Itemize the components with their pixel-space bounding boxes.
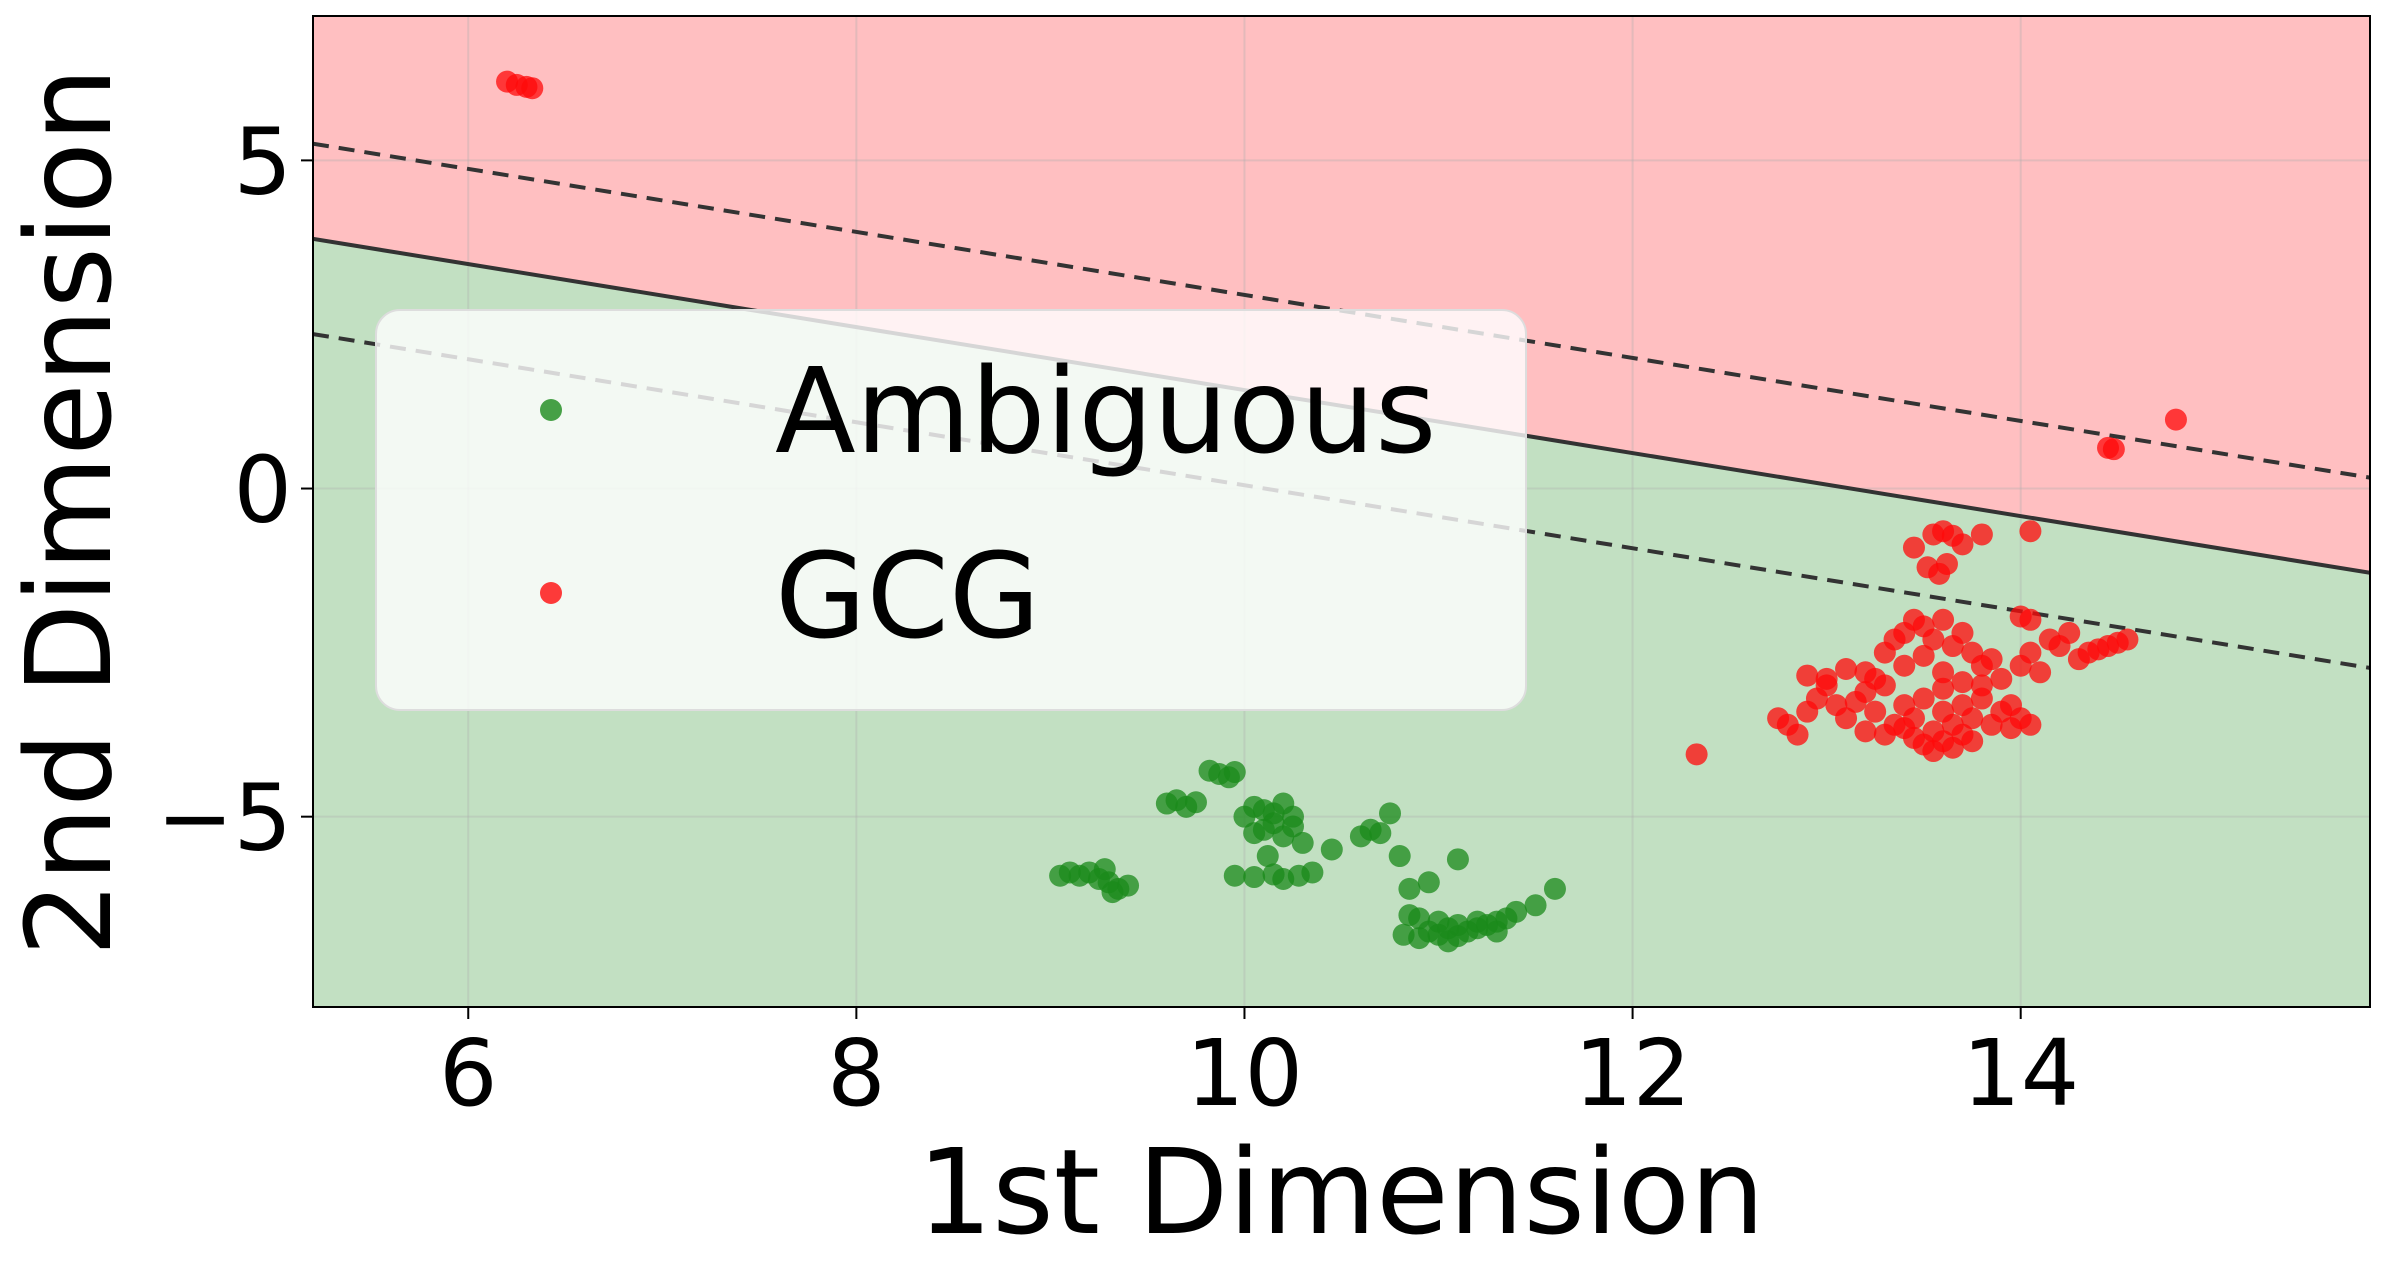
point-gcg-32 xyxy=(1912,687,1935,710)
point-gcg-37 xyxy=(1961,707,1984,730)
legend-box xyxy=(375,309,1527,711)
x-tick-label-3: 12 xyxy=(1574,1020,1691,1127)
y-axis-label: 2nd Dimension xyxy=(0,67,138,957)
point-ambiguous-30 xyxy=(1223,864,1246,887)
point-gcg-55 xyxy=(1932,608,1955,631)
point-ambiguous-17 xyxy=(1223,761,1246,784)
point-ambiguous-7 xyxy=(1093,858,1116,881)
point-ambiguous-35 xyxy=(1301,861,1324,884)
point-gcg-4 xyxy=(1685,743,1708,766)
point-gcg-86 xyxy=(1912,644,1935,667)
point-ambiguous-13 xyxy=(1184,791,1207,814)
point-ambiguous-57 xyxy=(1505,900,1528,923)
point-gcg-89 xyxy=(1970,674,1993,697)
point-gcg-11 xyxy=(1902,536,1925,559)
point-gcg-88 xyxy=(1951,671,1974,694)
point-ambiguous-43 xyxy=(1398,877,1421,900)
x-tick-label-1: 8 xyxy=(827,1020,886,1127)
y-tick-label-1: 0 xyxy=(233,437,292,544)
point-ambiguous-58 xyxy=(1524,894,1547,917)
point-gcg-24 xyxy=(1835,707,1858,730)
point-ambiguous-37 xyxy=(1320,838,1343,861)
point-gcg-64 xyxy=(1932,661,1955,684)
y-tick-label-0: 5 xyxy=(233,108,292,215)
legend: Ambiguous GCG xyxy=(375,309,1527,711)
point-ambiguous-62 xyxy=(1446,913,1469,936)
point-ambiguous-59 xyxy=(1543,877,1566,900)
point-gcg-3 xyxy=(521,77,544,100)
point-gcg-67 xyxy=(2019,641,2042,664)
point-ambiguous-64 xyxy=(1398,904,1421,927)
point-gcg-92 xyxy=(1854,720,1877,743)
point-gcg-6 xyxy=(2102,438,2125,461)
x-tick-label-4: 14 xyxy=(1962,1020,2079,1127)
series-ambiguous xyxy=(1049,759,1566,953)
point-gcg-63 xyxy=(1893,654,1916,677)
x-tick-label-0: 6 xyxy=(439,1020,498,1127)
y-tick-label-2: −5 xyxy=(156,765,292,872)
point-gcg-7 xyxy=(2164,408,2187,431)
x-tick-label-2: 10 xyxy=(1186,1020,1303,1127)
point-gcg-91 xyxy=(1873,723,1896,746)
point-ambiguous-41 xyxy=(1379,802,1402,825)
point-gcg-65 xyxy=(1990,667,2013,690)
point-gcg-87 xyxy=(1932,677,1955,700)
point-ambiguous-36 xyxy=(1256,845,1279,868)
gcg-region xyxy=(313,16,2370,573)
point-gcg-78 xyxy=(1815,667,1838,690)
series-gcg xyxy=(496,70,2187,766)
point-ambiguous-9 xyxy=(1101,881,1124,904)
point-gcg-57 xyxy=(1951,621,1974,644)
point-gcg-12 xyxy=(1951,533,1974,556)
point-ambiguous-31 xyxy=(1243,866,1266,889)
legend-marker-gcg xyxy=(540,582,562,604)
point-ambiguous-28 xyxy=(1262,802,1285,825)
point-gcg-13 xyxy=(1970,523,1993,546)
point-gcg-54 xyxy=(1922,628,1945,651)
point-gcg-79 xyxy=(1796,664,1819,687)
point-gcg-68 xyxy=(2029,661,2052,684)
point-gcg-71 xyxy=(2058,621,2081,644)
legend-label-ambiguous: Ambiguous xyxy=(775,342,1437,480)
data-points xyxy=(496,70,2187,953)
point-ambiguous-63 xyxy=(1466,910,1489,933)
point-gcg-80 xyxy=(1835,658,1858,681)
point-ambiguous-42 xyxy=(1388,845,1411,868)
point-gcg-60 xyxy=(1980,648,2003,671)
point-ambiguous-61 xyxy=(1427,910,1450,933)
point-gcg-77 xyxy=(2116,628,2139,651)
point-gcg-90 xyxy=(1893,717,1916,740)
point-ambiguous-66 xyxy=(1437,930,1460,953)
plot-frame xyxy=(312,15,2371,1008)
point-gcg-14 xyxy=(2019,520,2042,543)
point-ambiguous-44 xyxy=(1417,871,1440,894)
point-gcg-93 xyxy=(1786,723,1809,746)
point-ambiguous-65 xyxy=(1485,920,1508,943)
legend-label-gcg: GCG xyxy=(775,527,1040,665)
point-ambiguous-45 xyxy=(1446,848,1469,871)
point-ambiguous-26 xyxy=(1291,831,1314,854)
point-gcg-27 xyxy=(1864,700,1887,723)
point-gcg-48 xyxy=(1961,730,1984,753)
point-gcg-62 xyxy=(1864,667,1887,690)
point-gcg-17 xyxy=(1928,562,1951,585)
point-ambiguous-40 xyxy=(1369,822,1392,845)
point-gcg-83 xyxy=(2019,713,2042,736)
legend-marker-ambiguous xyxy=(540,399,562,421)
x-axis-label: 1st Dimension xyxy=(917,1123,1765,1261)
x-axis-ticks: 6 8 10 12 14 xyxy=(439,1007,2079,1127)
point-gcg-85 xyxy=(2019,608,2042,631)
point-ambiguous-29 xyxy=(1281,815,1304,838)
y-axis-ticks: 5 0 −5 xyxy=(156,108,313,872)
point-ambiguous-27 xyxy=(1243,822,1266,845)
